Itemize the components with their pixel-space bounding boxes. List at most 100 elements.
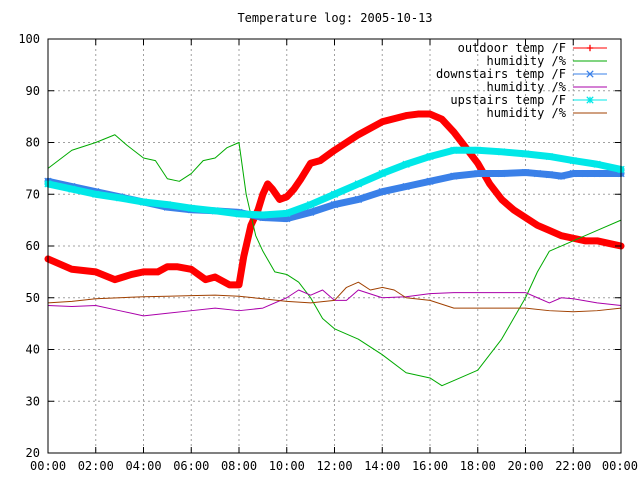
data-point [581, 169, 589, 178]
data-point [426, 110, 434, 118]
data-point [290, 185, 298, 193]
data-point [450, 146, 458, 154]
data-point [533, 169, 542, 178]
data-point [226, 281, 233, 289]
legend-label: humidity /% [487, 106, 567, 120]
data-point [521, 168, 530, 177]
data-point [545, 152, 554, 161]
series-4 [47, 289, 622, 317]
data-point [307, 160, 314, 167]
data-point [297, 175, 305, 182]
x-tick-label: 08:00 [221, 459, 257, 473]
data-point [128, 271, 135, 278]
series-6 [47, 281, 622, 313]
data-point [474, 169, 482, 178]
legend-label: humidity /% [487, 80, 567, 94]
x-tick-label: 22:00 [555, 459, 591, 473]
data-point [259, 211, 267, 219]
data-point [379, 118, 386, 125]
data-point [354, 180, 363, 188]
data-point [402, 112, 410, 119]
data-point [187, 204, 195, 212]
data-point [545, 170, 554, 179]
data-point [330, 190, 339, 198]
x-tick-label: 06:00 [173, 459, 209, 473]
data-point [306, 208, 315, 217]
data-point [510, 206, 517, 213]
x-tick-label: 20:00 [507, 459, 543, 473]
data-point [605, 240, 613, 247]
legend-entry: downstairs temp /F [436, 67, 607, 81]
data-point [354, 195, 363, 204]
y-tick-label: 70 [26, 187, 40, 201]
data-point [450, 172, 458, 180]
data-point [240, 253, 247, 260]
chart-title: Temperature log: 2005-10-13 [237, 11, 432, 25]
x-tick-label: 14:00 [364, 459, 400, 473]
data-point [497, 148, 506, 156]
x-tick-label: 12:00 [316, 459, 352, 473]
data-point [450, 128, 458, 136]
y-tick-label: 40 [26, 343, 40, 357]
data-point [331, 147, 338, 154]
data-point [111, 276, 119, 283]
data-point [259, 191, 267, 198]
data-point [355, 131, 362, 138]
data-point [235, 210, 243, 218]
data-point [173, 263, 181, 270]
star-marker [586, 96, 594, 104]
axes: 20 30 40 50 60 70 80 90 100 00:00 02:00 04:00 06:00 0… [18, 32, 638, 473]
y-tick-label: 20 [26, 446, 40, 460]
data-point [474, 160, 481, 167]
data-point [68, 185, 76, 193]
data-point [569, 169, 577, 178]
data-point [498, 196, 505, 203]
legend-entry: humidity /% [487, 106, 607, 120]
data-point [316, 157, 324, 164]
legend-label: outdoor temp /F [458, 41, 566, 55]
data-point [378, 188, 386, 196]
data-point [438, 116, 446, 123]
data-point [202, 276, 209, 283]
legend-entry: humidity /% [487, 54, 607, 68]
data-point [330, 200, 339, 209]
x-tick-label: 10:00 [269, 459, 305, 473]
data-point [283, 209, 291, 218]
legend-entry: outdoor temp /F [458, 41, 607, 55]
legend-label: downstairs temp /F [436, 67, 566, 81]
data-point [534, 222, 541, 229]
y-tick-label: 80 [26, 136, 40, 150]
x-tick-label: 02:00 [78, 459, 114, 473]
data-point [115, 194, 124, 202]
data-point [211, 273, 219, 281]
data-point [163, 200, 172, 209]
data-point [140, 268, 147, 276]
data-point [378, 169, 386, 178]
data-point [557, 172, 565, 180]
data-point [92, 190, 100, 198]
data-point [92, 268, 99, 276]
data-point [402, 182, 410, 191]
legend-label: humidity /% [487, 54, 567, 68]
data-point [264, 180, 271, 188]
data-point [283, 193, 290, 201]
plus-marker [586, 44, 594, 52]
data-point [68, 266, 76, 273]
data-point [276, 196, 283, 203]
data-point [426, 177, 434, 185]
series-line [47, 134, 622, 387]
x-tick-label: 18:00 [460, 459, 496, 473]
data-point [593, 237, 601, 245]
series-5 [44, 146, 625, 219]
x-tick-label: 00:00 [30, 459, 66, 473]
data-point [522, 214, 529, 221]
data-point [269, 185, 276, 193]
x-tick-label: 00:00 [602, 459, 638, 473]
y-tick-label: 30 [26, 394, 40, 408]
data-point [343, 139, 350, 146]
data-point [569, 156, 577, 165]
data-point [593, 160, 601, 168]
series-line [47, 289, 622, 317]
